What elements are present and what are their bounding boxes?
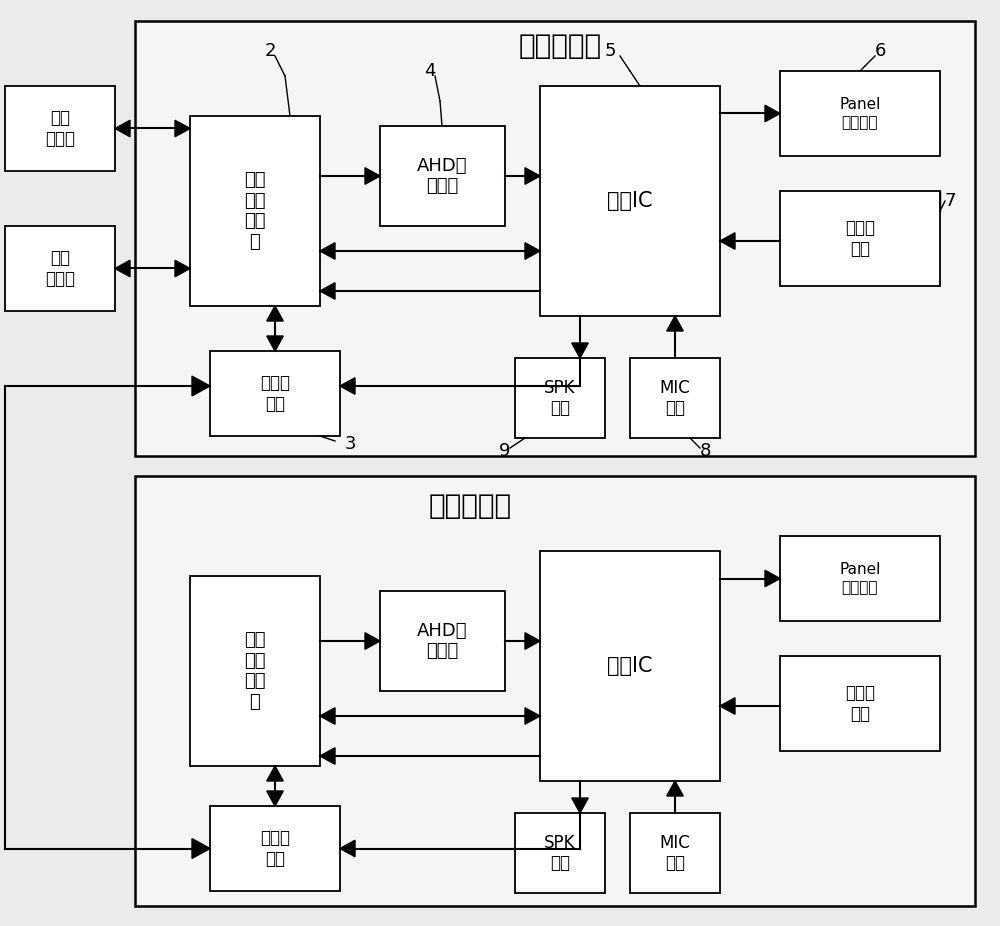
Bar xyxy=(780,71,940,156)
Text: 6: 6 xyxy=(874,42,886,60)
Bar xyxy=(380,591,505,691)
Text: SPK
接口: SPK 接口 xyxy=(544,833,576,872)
Polygon shape xyxy=(667,781,683,796)
Text: 第一室内机: 第一室内机 xyxy=(518,32,602,60)
Polygon shape xyxy=(525,707,540,724)
Text: 9: 9 xyxy=(499,442,511,460)
Text: MIC
接口: MIC 接口 xyxy=(660,833,690,872)
Bar xyxy=(630,813,720,893)
Text: 8: 8 xyxy=(699,442,711,460)
Polygon shape xyxy=(175,120,190,137)
Text: 音视
频切
换电
路: 音视 频切 换电 路 xyxy=(244,631,266,711)
Polygon shape xyxy=(667,316,683,331)
Polygon shape xyxy=(365,168,380,184)
Text: 触摸屏
模块: 触摸屏 模块 xyxy=(845,684,875,723)
Bar xyxy=(135,21,975,456)
Polygon shape xyxy=(192,839,210,858)
Polygon shape xyxy=(525,168,540,184)
Bar xyxy=(540,86,720,316)
Polygon shape xyxy=(267,306,283,321)
Polygon shape xyxy=(765,106,780,121)
Bar xyxy=(210,806,340,891)
Polygon shape xyxy=(320,243,335,259)
Text: 户户通
电路: 户户通 电路 xyxy=(260,374,290,413)
Bar xyxy=(210,351,340,436)
Bar xyxy=(540,551,720,781)
Polygon shape xyxy=(320,748,335,764)
Polygon shape xyxy=(320,707,335,724)
Polygon shape xyxy=(175,260,190,277)
Text: 2: 2 xyxy=(264,42,276,60)
Polygon shape xyxy=(340,378,355,394)
Polygon shape xyxy=(525,632,540,649)
Polygon shape xyxy=(267,791,283,806)
Bar xyxy=(190,576,320,766)
Text: 7: 7 xyxy=(944,192,956,210)
Polygon shape xyxy=(365,632,380,649)
Bar xyxy=(515,358,605,438)
Text: AHD解
码芯片: AHD解 码芯片 xyxy=(417,621,468,660)
Bar xyxy=(5,86,115,171)
Polygon shape xyxy=(720,232,735,249)
Polygon shape xyxy=(525,243,540,259)
Polygon shape xyxy=(320,282,335,299)
Polygon shape xyxy=(115,120,130,137)
Bar xyxy=(380,126,505,226)
Text: SPK
接口: SPK 接口 xyxy=(544,379,576,418)
Text: AHD解
码芯片: AHD解 码芯片 xyxy=(417,156,468,195)
Text: 4: 4 xyxy=(424,62,436,80)
Text: 3: 3 xyxy=(344,435,356,453)
Text: 音视
频切
换电
路: 音视 频切 换电 路 xyxy=(244,170,266,251)
Bar xyxy=(630,358,720,438)
Text: 第二
门口机: 第二 门口机 xyxy=(45,249,75,288)
Polygon shape xyxy=(572,343,588,358)
Text: Panel
显示模块: Panel 显示模块 xyxy=(839,562,881,594)
Text: 触摸屏
模块: 触摸屏 模块 xyxy=(845,219,875,258)
Text: MIC
接口: MIC 接口 xyxy=(660,379,690,418)
Polygon shape xyxy=(267,766,283,781)
Polygon shape xyxy=(765,570,780,587)
Bar xyxy=(780,191,940,286)
Polygon shape xyxy=(340,840,355,857)
Bar xyxy=(515,813,605,893)
Polygon shape xyxy=(720,698,735,714)
Text: 5: 5 xyxy=(604,42,616,60)
Bar xyxy=(780,536,940,621)
Polygon shape xyxy=(115,260,130,277)
Polygon shape xyxy=(192,376,210,396)
Text: 主控IC: 主控IC xyxy=(607,191,653,211)
Text: 第一
门口机: 第一 门口机 xyxy=(45,109,75,148)
Text: 第二室内机: 第二室内机 xyxy=(428,492,512,520)
Bar xyxy=(135,476,975,906)
Bar xyxy=(5,226,115,311)
Text: Panel
显示模块: Panel 显示模块 xyxy=(839,97,881,130)
Polygon shape xyxy=(572,798,588,813)
Bar xyxy=(780,656,940,751)
Polygon shape xyxy=(267,336,283,351)
Text: 主控IC: 主控IC xyxy=(607,656,653,676)
Bar xyxy=(190,116,320,306)
Text: 户户通
电路: 户户通 电路 xyxy=(260,829,290,868)
